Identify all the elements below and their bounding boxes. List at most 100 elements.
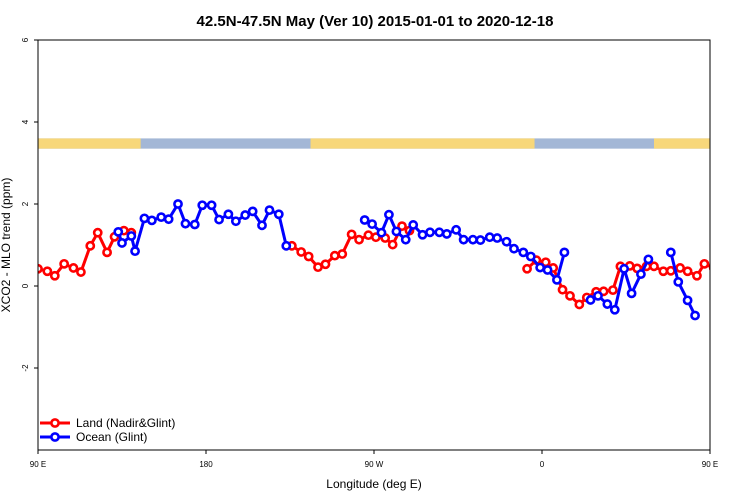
y-tick-label: -2 [21, 364, 30, 372]
land-band-segment [310, 138, 535, 149]
chart-title: 42.5N-47.5N May (Ver 10) 2015-01-01 to 2… [197, 13, 554, 30]
data-point-land [387, 239, 398, 250]
legend-marker-ocean [50, 432, 60, 442]
data-point-ocean [682, 295, 693, 306]
data-point-ocean [281, 240, 292, 251]
data-point-land [85, 240, 96, 251]
data-point-ocean [113, 226, 124, 237]
data-point-ocean [206, 200, 217, 211]
legend-label-ocean: Ocean (Glint) [76, 430, 147, 444]
data-point-land [727, 242, 734, 249]
data-point-land [296, 247, 307, 257]
data-point-ocean [264, 205, 275, 216]
data-point-ocean [391, 226, 402, 237]
data-point-land [565, 290, 575, 301]
data-point-ocean [257, 220, 267, 231]
data-point-ocean [367, 219, 378, 229]
data-point-ocean [189, 219, 200, 230]
data-point-ocean [417, 229, 428, 240]
data-point-ocean [451, 224, 462, 235]
series-ocean [113, 199, 700, 321]
data-point-ocean [468, 234, 478, 245]
data-point-ocean [585, 295, 596, 305]
data-point-ocean [525, 251, 536, 262]
data-point-ocean [552, 274, 562, 285]
data-point-land [76, 267, 86, 277]
data-point-ocean [492, 233, 503, 243]
data-point-ocean [156, 212, 167, 223]
data-point-land [92, 227, 103, 238]
data-point-land [658, 266, 669, 277]
data-point-land [718, 268, 725, 275]
data-point-land [49, 270, 60, 281]
data-point-land [59, 258, 70, 269]
data-point-ocean [690, 310, 700, 321]
data-point-ocean [619, 263, 630, 274]
x-tick-label: 0 [540, 460, 545, 469]
data-point-ocean [359, 215, 370, 225]
data-point-ocean [400, 234, 411, 245]
data-point-ocean [626, 288, 637, 299]
data-point-ocean [535, 262, 546, 273]
data-point-ocean [163, 214, 174, 225]
data-point-ocean [673, 276, 684, 287]
data-point-ocean [130, 246, 140, 257]
data-point-land [574, 299, 585, 310]
data-point-land [744, 249, 750, 256]
y-tick-label: 0 [21, 283, 30, 288]
data-point-land [608, 285, 618, 295]
y-tick-label: 4 [21, 119, 30, 124]
x-tick-label: 180 [199, 460, 213, 469]
legend: Land (Nadir&Glint) Ocean (Glint) [40, 416, 175, 444]
y-axis-label: XCO2 - MLO trend (ppm) [0, 178, 13, 313]
data-point-land [649, 261, 659, 272]
y-tick-label: 2 [21, 201, 30, 206]
data-point-ocean [441, 229, 452, 239]
data-point-ocean [126, 231, 137, 241]
series-line-ocean [116, 202, 697, 317]
data-point-ocean [230, 216, 241, 227]
data-point-land [708, 264, 710, 272]
data-point-ocean [214, 214, 224, 225]
data-point-ocean [542, 265, 553, 275]
x-axis-label: Longitude (deg E) [326, 477, 421, 491]
series-layer [38, 199, 750, 321]
data-point-ocean [425, 227, 435, 238]
y-axis: -2 0 2 4 6 [21, 37, 38, 372]
data-point-land [682, 266, 693, 277]
data-point-land [354, 234, 364, 245]
legend-label-land: Land (Nadir&Glint) [76, 416, 175, 430]
data-point-ocean [518, 247, 529, 258]
plot-frame [37, 39, 711, 451]
data-point-land [68, 263, 79, 273]
data-point-ocean [139, 213, 150, 224]
data-point-ocean [593, 290, 603, 301]
data-point-land [734, 229, 741, 236]
data-point-land [692, 270, 702, 281]
data-point-ocean [665, 247, 676, 258]
data-point-land [102, 247, 112, 258]
data-point-ocean [501, 236, 512, 247]
data-point-land [346, 229, 357, 240]
data-point-land [397, 221, 407, 232]
data-point-land [675, 263, 686, 273]
data-point-ocean [559, 247, 570, 258]
data-point-ocean [247, 206, 258, 217]
data-point-ocean [173, 199, 183, 209]
data-point-ocean [384, 209, 394, 220]
data-point-ocean [223, 209, 234, 220]
x-axis: 90 E 180 90 W 0 90 E [30, 450, 718, 469]
data-point-land [313, 262, 323, 273]
data-point-ocean [376, 227, 387, 238]
data-point-land [337, 249, 348, 259]
data-point-ocean [146, 215, 157, 226]
data-point-ocean [273, 209, 284, 220]
data-point-land [557, 284, 568, 295]
land-band-segment [38, 138, 141, 149]
x-tick-label: 90 E [30, 460, 46, 469]
data-point-ocean [475, 235, 486, 245]
series-land [38, 221, 750, 310]
legend-marker-land [50, 418, 60, 428]
